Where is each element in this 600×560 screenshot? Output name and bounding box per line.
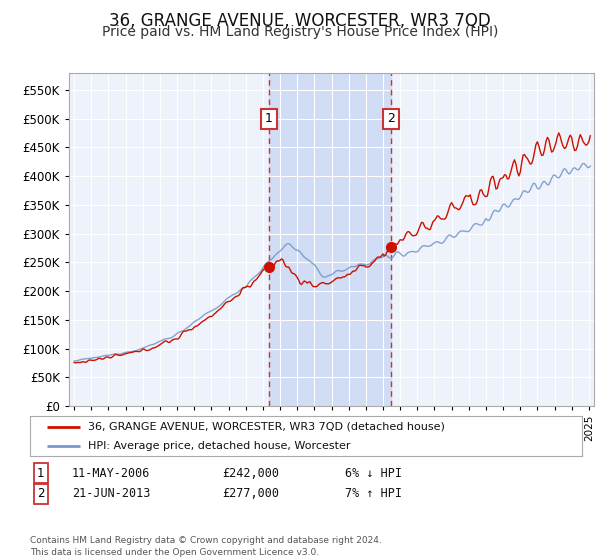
Bar bbox=[269, 73, 391, 406]
Text: £277,000: £277,000 bbox=[222, 487, 279, 501]
Text: 2: 2 bbox=[387, 112, 395, 125]
Text: 36, GRANGE AVENUE, WORCESTER, WR3 7QD: 36, GRANGE AVENUE, WORCESTER, WR3 7QD bbox=[109, 12, 491, 30]
Text: 7% ↑ HPI: 7% ↑ HPI bbox=[345, 487, 402, 501]
Text: Contains HM Land Registry data © Crown copyright and database right 2024.
This d: Contains HM Land Registry data © Crown c… bbox=[30, 536, 382, 557]
Text: 1: 1 bbox=[265, 112, 273, 125]
Text: HPI: Average price, detached house, Worcester: HPI: Average price, detached house, Worc… bbox=[88, 441, 350, 450]
Text: £242,000: £242,000 bbox=[222, 466, 279, 480]
Text: 11-MAY-2006: 11-MAY-2006 bbox=[72, 466, 151, 480]
Text: Price paid vs. HM Land Registry's House Price Index (HPI): Price paid vs. HM Land Registry's House … bbox=[102, 25, 498, 39]
Text: 6% ↓ HPI: 6% ↓ HPI bbox=[345, 466, 402, 480]
Text: 21-JUN-2013: 21-JUN-2013 bbox=[72, 487, 151, 501]
Text: 36, GRANGE AVENUE, WORCESTER, WR3 7QD (detached house): 36, GRANGE AVENUE, WORCESTER, WR3 7QD (d… bbox=[88, 422, 445, 432]
Text: 1: 1 bbox=[37, 466, 44, 480]
Text: 2: 2 bbox=[37, 487, 44, 501]
